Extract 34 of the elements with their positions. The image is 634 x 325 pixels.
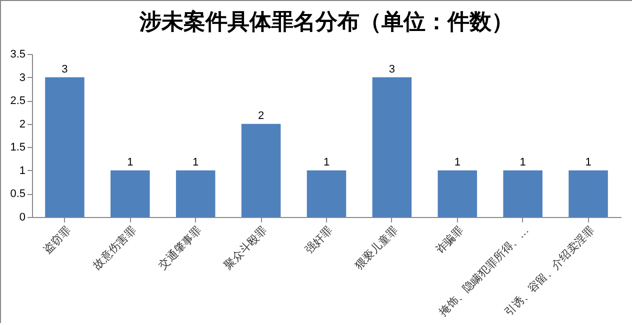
y-tick-label: 0 — [19, 212, 26, 224]
x-tick-label: 猥亵儿童罪 — [352, 224, 400, 272]
bar — [568, 170, 608, 217]
data-label: 1 — [520, 156, 526, 168]
y-tick-label: 3.5 — [10, 48, 26, 60]
y-tick-label: 1.5 — [10, 142, 26, 154]
data-label: 3 — [62, 63, 68, 76]
x-tick-label: 强奸罪 — [303, 224, 335, 256]
bar — [110, 170, 150, 217]
data-label: 1 — [585, 156, 592, 168]
bar — [176, 170, 216, 217]
x-tick-label: 故意伤害罪 — [90, 224, 139, 272]
bar — [503, 170, 542, 217]
y-tick-label: 3 — [19, 72, 26, 84]
x-tick-label: 诈骗罪 — [433, 224, 466, 256]
data-label: 1 — [192, 156, 199, 168]
y-tick-label: 2.5 — [10, 95, 26, 108]
x-tick-label: 盗窃罪 — [40, 224, 74, 256]
y-tick-label: 0.5 — [10, 188, 26, 200]
bar — [45, 77, 84, 217]
chart-title: 涉未案件具体罪名分布（单位：件数） — [138, 9, 514, 34]
data-label: 1 — [127, 156, 134, 168]
y-tick-label: 1 — [19, 164, 26, 177]
bar — [241, 124, 281, 217]
data-label: 1 — [323, 156, 330, 168]
bar — [372, 77, 412, 217]
x-tick-label: 交通肇事罪 — [156, 224, 204, 272]
data-label: 1 — [454, 156, 460, 168]
data-label: 3 — [388, 63, 396, 76]
bar — [438, 170, 478, 217]
y-tick-label: 2 — [19, 118, 26, 130]
x-tick-label: 聚众斗殴罪 — [221, 224, 270, 272]
data-label: 2 — [258, 110, 264, 122]
bar — [306, 170, 346, 217]
